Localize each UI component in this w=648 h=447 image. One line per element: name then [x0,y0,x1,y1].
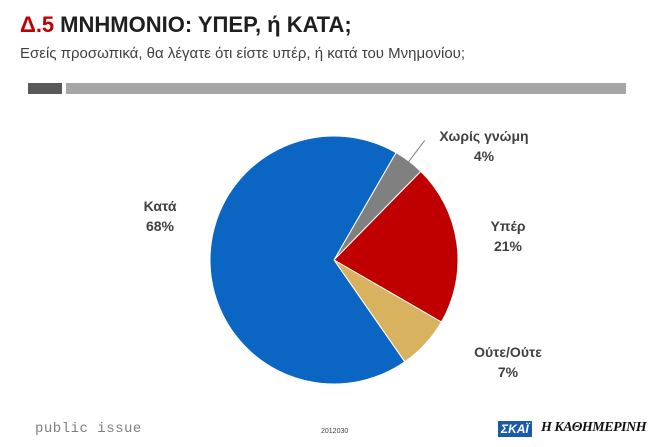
slice-value-label: 4% [474,148,495,164]
brand-text: public issue [35,421,142,437]
divider-light [66,83,626,94]
slice-value-label: 68% [146,218,175,234]
slice-label: Χωρίς γνώμη [439,128,528,144]
question-title: ΜΝΗΜΟΝΙΟ: ΥΠΕΡ, ή ΚΑΤΑ; [60,12,352,37]
skai-logo: ΣΚΑΪ [498,421,532,437]
divider-dark [28,83,62,94]
slice-value-label: 21% [494,238,523,254]
page-title: Δ.5 ΜΝΗΜΟΝΙΟ: ΥΠΕΡ, ή ΚΑΤΑ; [20,12,352,38]
slice-value-label: 7% [498,364,519,380]
slice-label: Υπέρ [490,218,525,234]
question-number: Δ.5 [20,12,55,37]
leader-line [407,140,426,164]
pie-slice [333,170,459,323]
slice-label: Ούτε/Ούτε [474,344,542,360]
question-subtitle: Εσείς προσωπικά, θα λέγατε ότι είστε υπέ… [20,45,466,62]
slice-label: Κατά [144,198,177,214]
kathimerini-logo: Η ΚΑΘΗΜΕΡΙΝΗ [541,420,647,435]
pie-slice [209,135,406,385]
report-code: 2012030 [321,428,349,435]
